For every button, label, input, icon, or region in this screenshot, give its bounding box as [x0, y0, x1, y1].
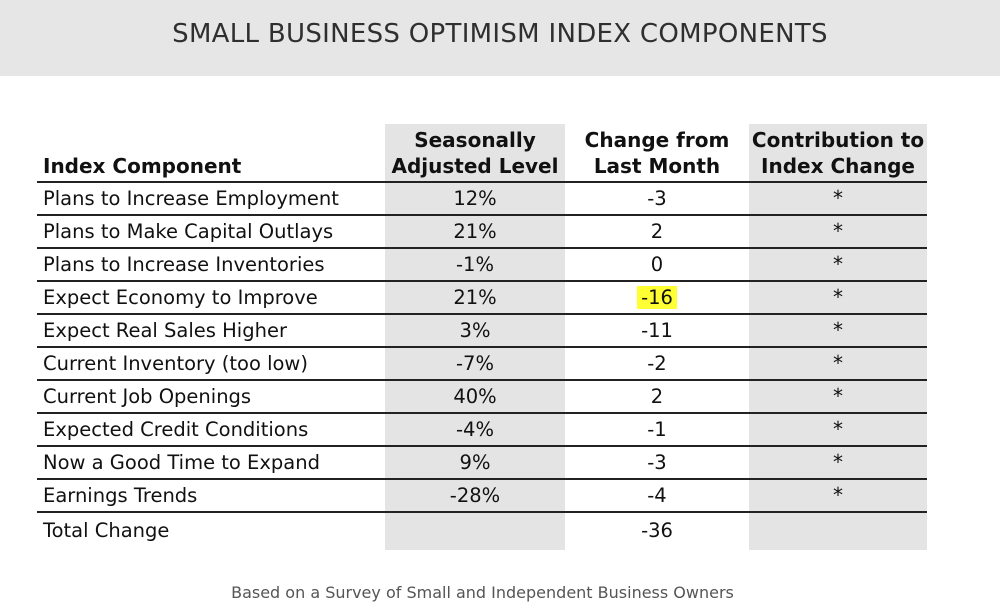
change-value: -4 [647, 484, 667, 507]
header-contribution-to-index-change: Contribution to Index Change [749, 127, 927, 179]
change-value: -1 [647, 418, 667, 441]
change-value: -3 [647, 451, 667, 474]
component-name: Earnings Trends [43, 484, 198, 507]
contribution-value: * [833, 318, 843, 342]
table-row: Current Inventory (too low) -7% -2 * [37, 347, 927, 380]
table-row: Current Job Openings 40% 2 * [37, 380, 927, 413]
title-banner [0, 0, 1000, 76]
component-name: Expect Economy to Improve [43, 286, 318, 309]
component-name: Expected Credit Conditions [43, 418, 309, 441]
adjusted-level-value: -4% [456, 418, 494, 441]
contribution-value: * [833, 351, 843, 375]
component-name: Current Job Openings [43, 385, 252, 408]
row-divider [37, 247, 927, 249]
change-value: -11 [641, 319, 673, 342]
table-row: Plans to Increase Inventories -1% 0 * [37, 248, 927, 281]
row-divider [37, 478, 927, 480]
row-divider [37, 280, 927, 282]
row-divider [37, 313, 927, 315]
header-change-line-2: Last Month [593, 154, 721, 178]
adjusted-level-value: 12% [453, 187, 497, 210]
row-divider [37, 346, 927, 348]
footer-note: Based on a Survey of Small and Independe… [231, 583, 734, 602]
component-name: Plans to Increase Employment [43, 187, 339, 210]
row-divider [37, 181, 927, 183]
header-level-line-2: Adjusted Level [391, 154, 559, 178]
change-value: 0 [650, 253, 664, 276]
component-name: Current Inventory (too low) [43, 352, 308, 375]
adjusted-level-value: 40% [453, 385, 497, 408]
contribution-value: * [833, 186, 843, 210]
row-divider [37, 511, 927, 513]
change-value: -16 [567, 281, 747, 314]
header-change-line-1: Change from [584, 128, 730, 152]
row-divider [37, 445, 927, 447]
table-title: SMALL BUSINESS OPTIMISM INDEX COMPONENTS [172, 19, 828, 49]
adjusted-level-value: 21% [453, 220, 497, 243]
component-name: Total Change [43, 519, 170, 542]
header-contribution-line-1: Contribution to [751, 128, 925, 152]
row-divider [37, 214, 927, 216]
table-row: Earnings Trends -28% -4 * [37, 479, 927, 512]
table-row: Plans to Make Capital Outlays 21% 2 * [37, 215, 927, 248]
adjusted-level-value: -7% [456, 352, 494, 375]
contribution-value: * [833, 483, 843, 507]
component-name: Now a Good Time to Expand [43, 451, 320, 474]
table-row: Expect Real Sales Higher 3% -11 * [37, 314, 927, 347]
contribution-value: * [833, 285, 843, 309]
contribution-value: * [833, 384, 843, 408]
component-name: Plans to Increase Inventories [43, 253, 325, 276]
component-name: Plans to Make Capital Outlays [43, 220, 334, 243]
adjusted-level-value: -1% [456, 253, 494, 276]
adjusted-level-value: 9% [459, 451, 491, 474]
change-value: 2 [650, 385, 664, 408]
adjusted-level-value: 3% [459, 319, 491, 342]
row-divider [37, 379, 927, 381]
change-value: -3 [647, 187, 667, 210]
header-seasonally-adjusted-level: Seasonally Adjusted Level [385, 127, 565, 179]
header-change-from-last-month: Change from Last Month [567, 127, 747, 179]
contribution-value: * [833, 450, 843, 474]
contribution-value: * [833, 417, 843, 441]
highlighted-value: -16 [637, 286, 677, 309]
row-divider [37, 412, 927, 414]
table-row: Expected Credit Conditions -4% -1 * [37, 413, 927, 446]
header-contribution-line-2: Index Change [761, 154, 915, 178]
header-level-line-1: Seasonally [414, 128, 536, 152]
change-value: -36 [641, 519, 673, 542]
total-row: Total Change -36 [37, 514, 927, 547]
table-row: Expect Economy to Improve 21% -16 * [37, 281, 927, 314]
contribution-value: * [833, 219, 843, 243]
change-value: 2 [650, 220, 664, 243]
component-name: Expect Real Sales Higher [43, 319, 287, 342]
adjusted-level-value: 21% [453, 286, 497, 309]
table-row: Plans to Increase Employment 12% -3 * [37, 182, 927, 215]
change-value: -2 [647, 352, 667, 375]
adjusted-level-value: -28% [449, 484, 501, 507]
table-row: Now a Good Time to Expand 9% -3 * [37, 446, 927, 479]
contribution-value: * [833, 252, 843, 276]
header-index-component: Index Component [43, 154, 242, 178]
